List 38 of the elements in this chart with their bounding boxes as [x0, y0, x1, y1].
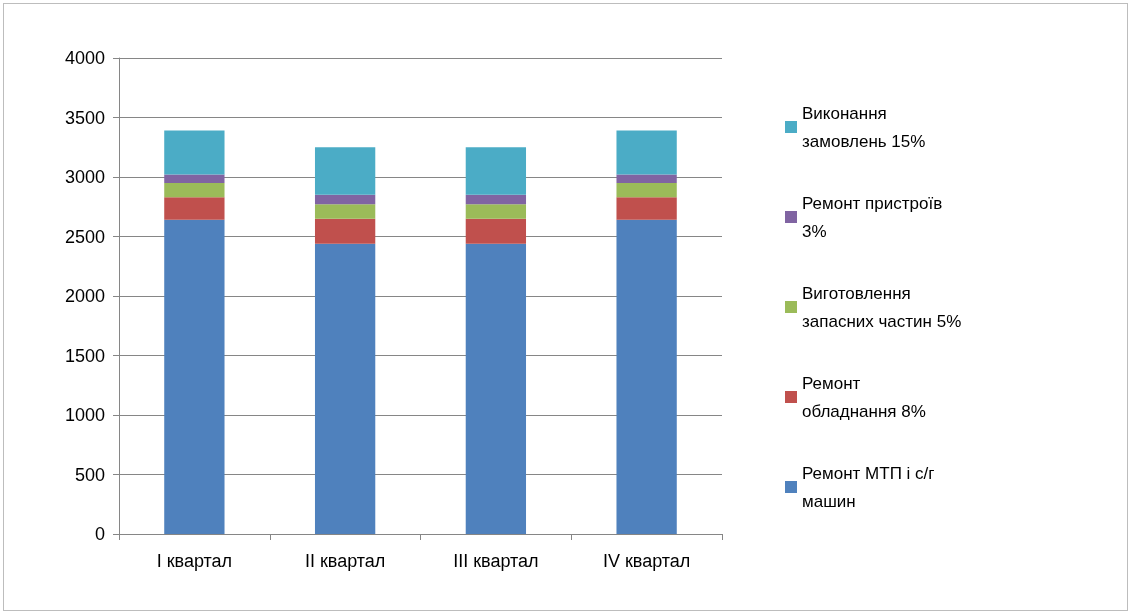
bar — [314, 243, 376, 534]
bar — [616, 130, 677, 175]
bar — [616, 197, 677, 220]
bar — [465, 147, 527, 195]
x-tick-label: II квартал — [304, 551, 386, 571]
legend-label: Ремонт пристроїв 3% — [802, 193, 947, 241]
x-tick-label: IV квартал — [602, 551, 691, 571]
bar — [465, 204, 527, 219]
x-tick-label: III квартал — [453, 551, 539, 571]
bar — [164, 130, 225, 175]
bar — [314, 218, 376, 244]
y-tick-label: 1500 — [64, 345, 105, 366]
x-tick-label: I квартал — [156, 551, 233, 571]
y-tick-label: 1000 — [64, 405, 105, 425]
bar — [314, 194, 376, 205]
legend-label: Ремонт обладнання 8% — [802, 373, 926, 421]
legend-label: Виготовлення запасних частин 5% — [802, 283, 962, 331]
y-tick-label: 0 — [94, 524, 105, 544]
bar — [616, 219, 677, 534]
bar — [164, 197, 225, 220]
y-tick-label: 500 — [74, 464, 105, 485]
legend-label: Ремонт МТП і с/г машин — [802, 463, 940, 511]
bar — [465, 194, 527, 205]
bar — [164, 182, 225, 198]
bar — [465, 243, 527, 534]
bar — [314, 147, 376, 195]
y-tick-label: 3500 — [64, 107, 105, 128]
bar — [164, 174, 225, 183]
y-tick-label: 2000 — [64, 286, 105, 306]
bar — [616, 182, 677, 198]
y-tick-label: 4000 — [64, 48, 105, 68]
bar — [164, 219, 225, 534]
y-tick-label: 2500 — [64, 226, 105, 247]
legend-label: Виконання замовлень 15% — [802, 103, 926, 151]
bar — [314, 204, 376, 219]
y-tick-label: 3000 — [64, 167, 105, 187]
bar — [616, 174, 677, 183]
bar — [465, 218, 527, 244]
